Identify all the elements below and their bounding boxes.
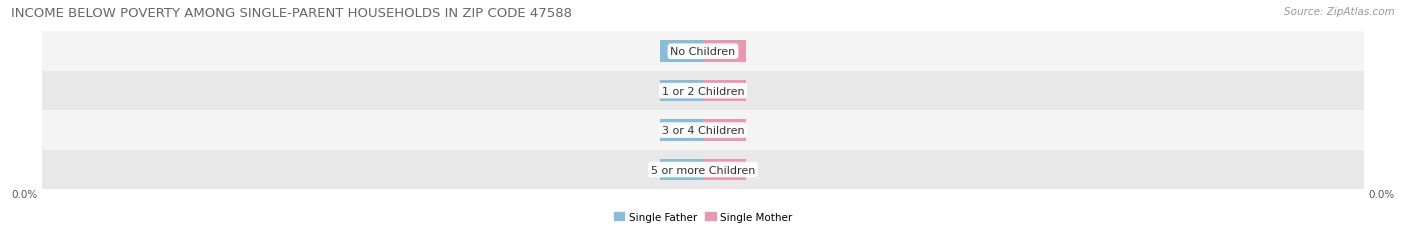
Text: 0.0%: 0.0% — [668, 165, 695, 175]
Text: 0.0%: 0.0% — [11, 189, 38, 199]
Bar — [659, 159, 703, 181]
Bar — [659, 41, 703, 63]
Text: 0.0%: 0.0% — [711, 165, 738, 175]
Text: 0.0%: 0.0% — [711, 47, 738, 57]
Text: 0.0%: 0.0% — [1368, 189, 1395, 199]
Text: INCOME BELOW POVERTY AMONG SINGLE-PARENT HOUSEHOLDS IN ZIP CODE 47588: INCOME BELOW POVERTY AMONG SINGLE-PARENT… — [11, 7, 572, 20]
Text: 1 or 2 Children: 1 or 2 Children — [662, 86, 744, 96]
Text: 0.0%: 0.0% — [711, 86, 738, 96]
Text: 3 or 4 Children: 3 or 4 Children — [662, 125, 744, 136]
Bar — [659, 120, 703, 141]
Text: 0.0%: 0.0% — [668, 47, 695, 57]
Bar — [42, 111, 1364, 150]
Bar — [42, 150, 1364, 189]
Text: 0.0%: 0.0% — [668, 86, 695, 96]
Bar — [703, 159, 747, 181]
Text: Source: ZipAtlas.com: Source: ZipAtlas.com — [1284, 7, 1395, 17]
Text: No Children: No Children — [671, 47, 735, 57]
Legend: Single Father, Single Mother: Single Father, Single Mother — [610, 208, 796, 226]
Bar — [703, 80, 747, 102]
Bar — [42, 72, 1364, 111]
Text: 0.0%: 0.0% — [711, 125, 738, 136]
Bar — [703, 120, 747, 141]
Text: 5 or more Children: 5 or more Children — [651, 165, 755, 175]
Text: 0.0%: 0.0% — [668, 125, 695, 136]
Bar — [659, 80, 703, 102]
Bar — [42, 32, 1364, 72]
Bar — [703, 41, 747, 63]
